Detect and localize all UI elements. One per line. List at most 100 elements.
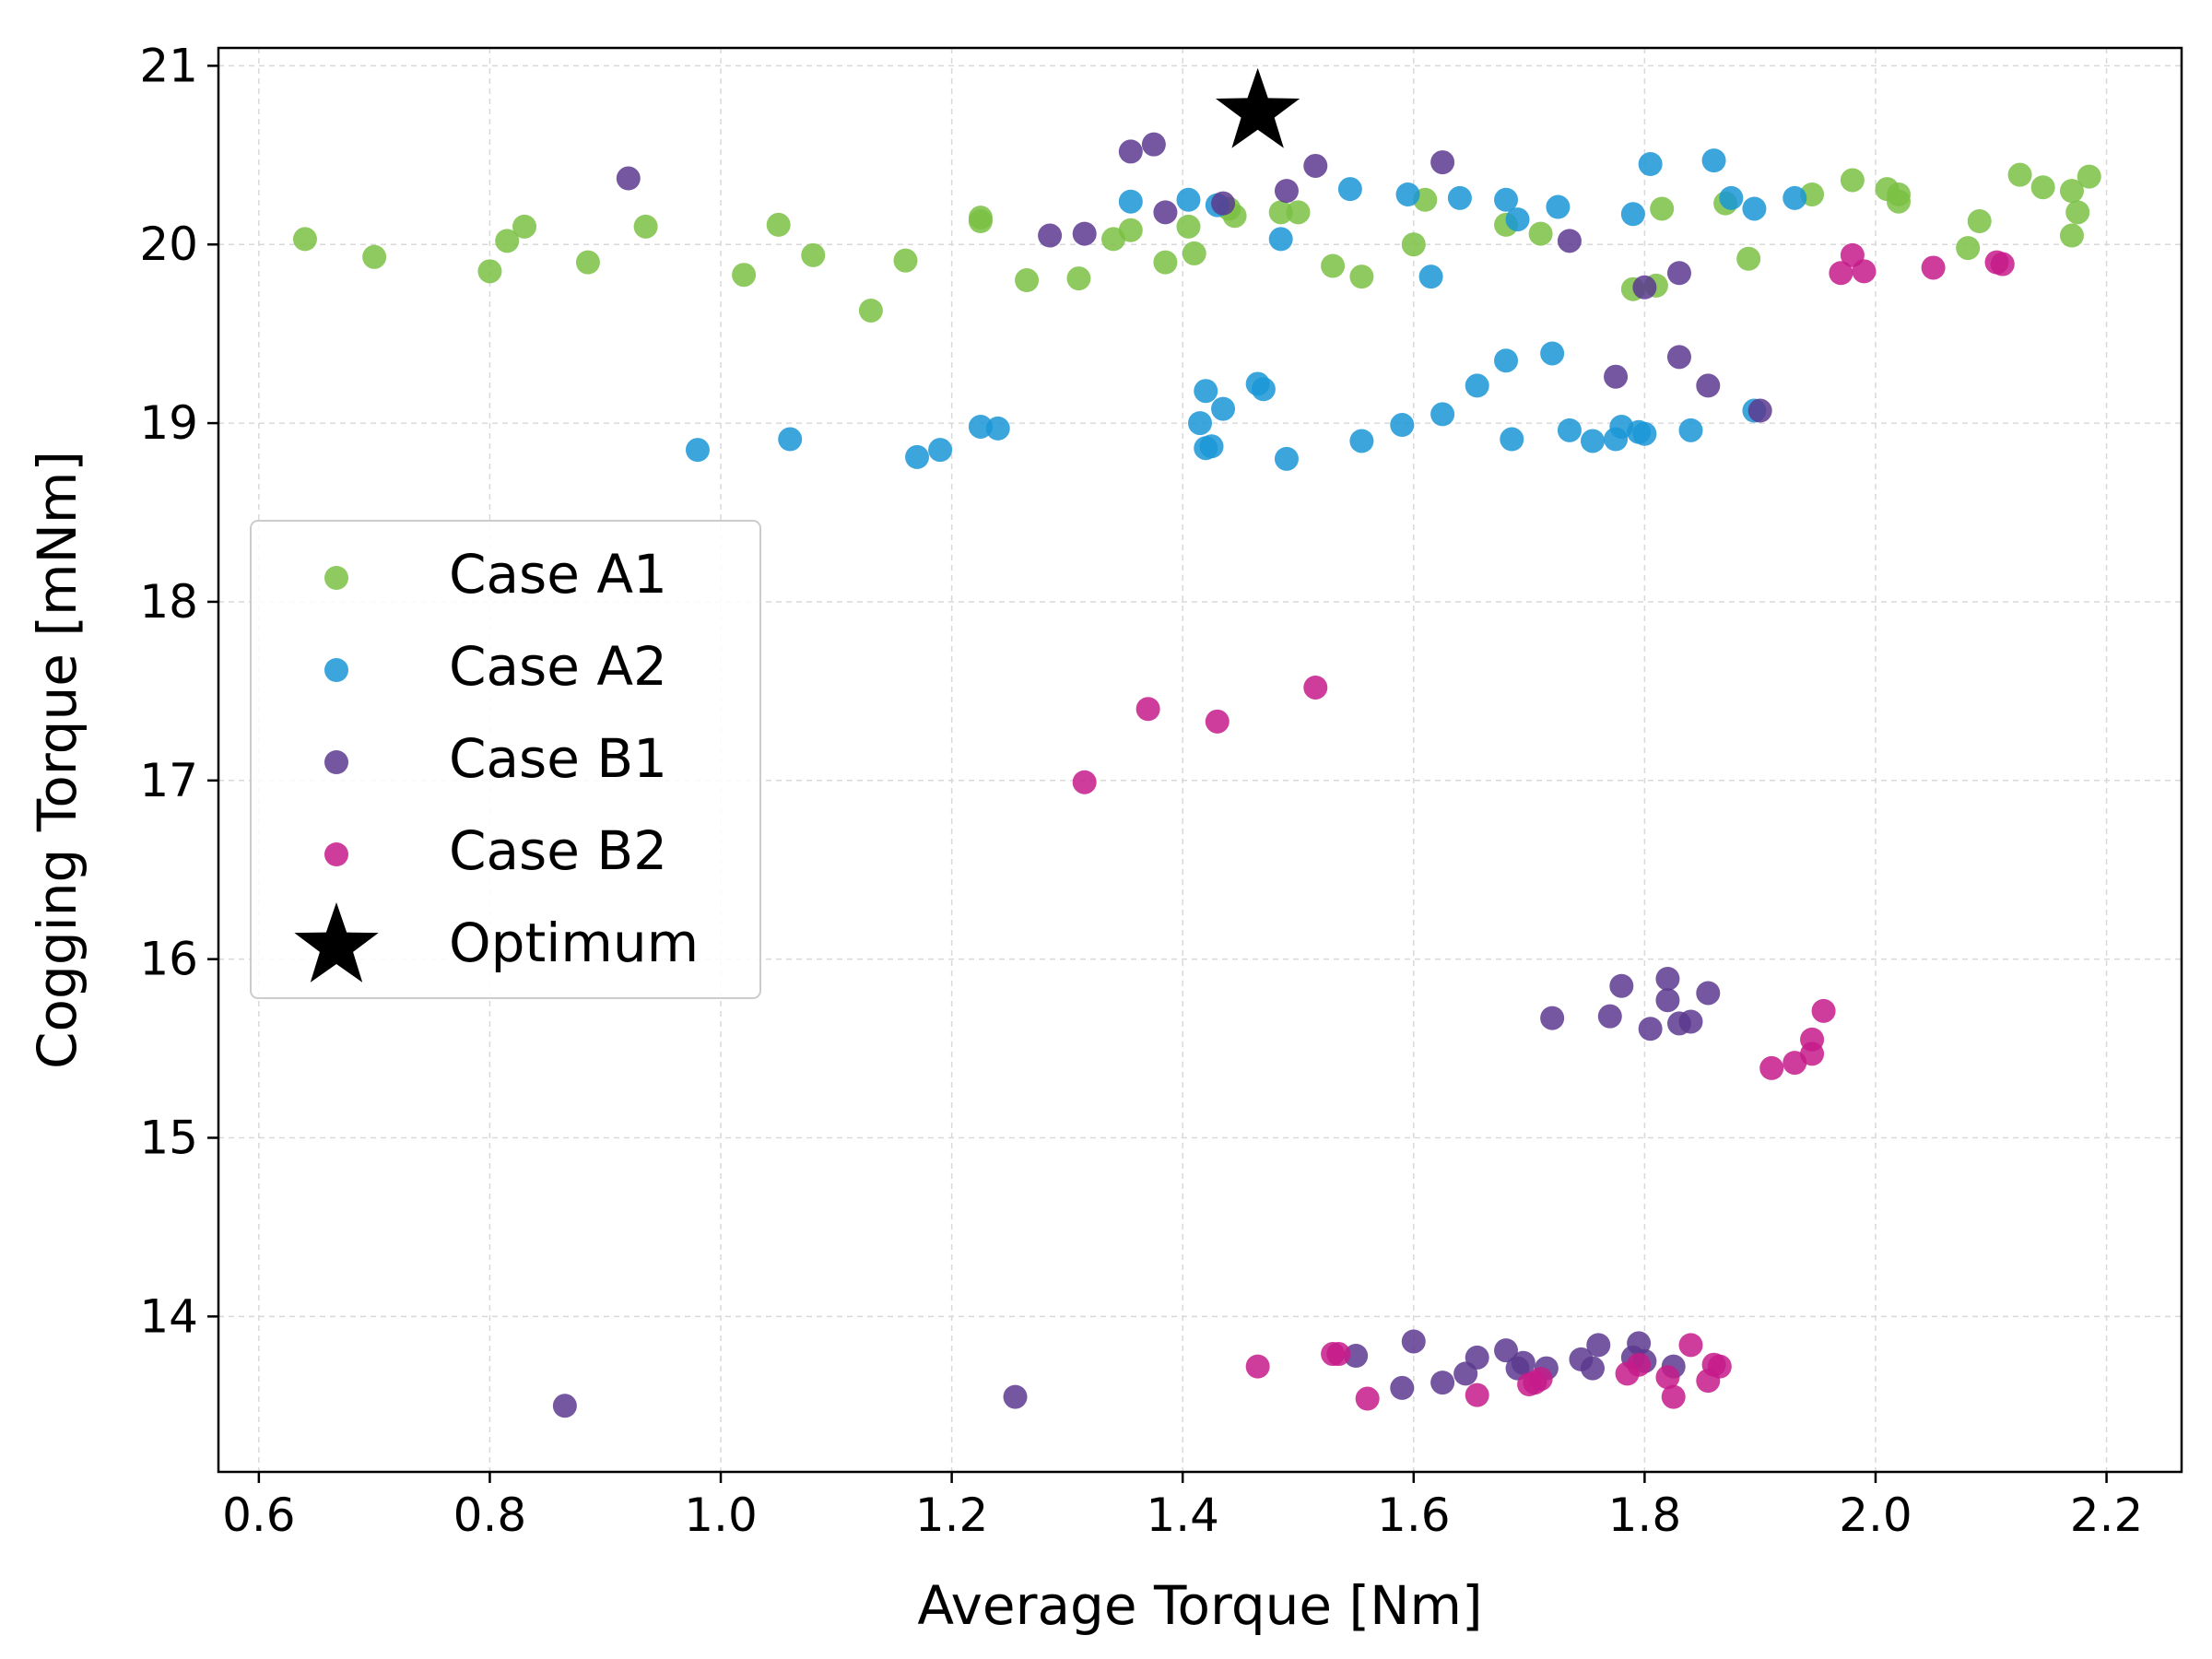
legend-marker-case-b1 <box>324 750 348 774</box>
point-case-a2 <box>1783 185 1807 210</box>
point-case-a1 <box>1268 200 1293 225</box>
point-case-a2 <box>1546 194 1571 219</box>
y-tick-label: 20 <box>139 218 198 271</box>
legend-marker-case-a2 <box>324 658 348 682</box>
point-case-b1 <box>1557 229 1582 253</box>
point-case-b1 <box>1465 1345 1489 1370</box>
x-tick-label: 2.2 <box>2070 1488 2144 1542</box>
point-case-a1 <box>2030 175 2055 200</box>
point-case-a1 <box>1153 250 1178 275</box>
point-case-b2 <box>1811 998 1836 1023</box>
point-case-b1 <box>1430 1371 1455 1395</box>
point-case-a1 <box>1401 232 1426 257</box>
x-tick-label: 1.8 <box>1608 1488 1682 1542</box>
point-case-a1 <box>1182 241 1206 265</box>
point-case-a1 <box>1015 268 1040 293</box>
point-case-b1 <box>1638 1017 1663 1041</box>
point-case-a2 <box>1349 429 1374 453</box>
point-case-a1 <box>1840 168 1865 193</box>
point-case-a2 <box>778 427 803 452</box>
point-case-b2 <box>1678 1333 1703 1358</box>
point-case-b1 <box>1118 139 1143 164</box>
point-case-b2 <box>1627 1352 1652 1377</box>
point-case-a1 <box>1321 253 1346 278</box>
y-tick-label: 18 <box>139 575 198 629</box>
point-case-a2 <box>1199 434 1224 459</box>
point-case-b1 <box>616 166 641 191</box>
point-case-b1 <box>1678 1009 1703 1034</box>
y-tick-label: 15 <box>139 1111 198 1164</box>
point-case-b1 <box>1211 191 1236 216</box>
legend-label-case-b1: Case B1 <box>449 727 667 790</box>
point-case-a2 <box>1632 421 1657 446</box>
point-case-a2 <box>1494 348 1519 373</box>
point-case-b2 <box>1072 770 1097 794</box>
point-case-a2 <box>1188 411 1212 436</box>
point-case-a1 <box>801 242 826 267</box>
point-case-b1 <box>1666 261 1691 286</box>
point-case-a1 <box>732 263 757 288</box>
legend: Case A1 Case A2 Case B1 Case B2 Optimum <box>250 520 761 999</box>
point-case-b1 <box>1655 988 1680 1013</box>
point-case-b1 <box>1390 1375 1415 1400</box>
point-case-a2 <box>1638 152 1663 177</box>
point-case-a2 <box>1465 373 1489 398</box>
point-case-a2 <box>1274 446 1299 471</box>
point-case-b1 <box>1274 179 1299 204</box>
point-case-a2 <box>1118 189 1143 214</box>
legend-box <box>250 520 761 999</box>
point-case-a1 <box>1528 221 1553 246</box>
x-tick-label: 1.2 <box>915 1488 989 1542</box>
point-case-a1 <box>2059 223 2084 248</box>
y-tick-label: 16 <box>139 933 198 986</box>
legend-label-case-a2: Case A2 <box>449 635 667 698</box>
point-case-b1 <box>1581 1356 1605 1381</box>
point-case-a1 <box>1349 265 1374 289</box>
point-case-b2 <box>1528 1367 1553 1392</box>
point-case-a2 <box>1500 427 1524 452</box>
point-case-b1 <box>1655 966 1680 991</box>
point-case-b2 <box>1707 1354 1732 1379</box>
y-tick-label: 21 <box>139 39 198 92</box>
point-case-b1 <box>1401 1329 1426 1354</box>
point-case-a1 <box>1736 246 1761 271</box>
data-points <box>292 67 2101 1418</box>
point-case-b2 <box>1661 1384 1686 1409</box>
point-case-a1 <box>2065 200 2090 225</box>
point-case-b1 <box>1597 1004 1622 1029</box>
point-case-a1 <box>575 250 600 275</box>
point-case-a2 <box>985 416 1010 441</box>
point-case-a2 <box>1678 418 1703 442</box>
point-case-b2 <box>1921 255 1946 280</box>
legend-marker-optimum <box>294 902 379 982</box>
point-case-b2 <box>1655 1365 1680 1390</box>
point-case-a1 <box>1650 196 1675 221</box>
point-case-a1 <box>362 244 387 269</box>
point-case-b2 <box>1759 1055 1784 1080</box>
point-case-a2 <box>968 414 993 439</box>
point-case-b1 <box>1344 1343 1369 1368</box>
point-case-b1 <box>1540 1006 1565 1030</box>
y-tick-label: 19 <box>139 396 198 450</box>
point-case-a1 <box>858 298 883 323</box>
point-case-b2 <box>1990 252 2015 276</box>
y-axis-title: Cogging Torque [mNm] <box>26 451 88 1069</box>
point-case-b1 <box>1666 345 1691 370</box>
point-case-b2 <box>1245 1354 1270 1379</box>
point-case-b1 <box>552 1394 577 1418</box>
point-case-a1 <box>766 212 791 237</box>
point-case-b1 <box>1003 1384 1028 1409</box>
point-optimum <box>1216 67 1300 148</box>
point-case-a2 <box>1620 202 1645 227</box>
point-case-a2 <box>1194 379 1218 404</box>
point-case-b1 <box>1609 973 1634 998</box>
point-case-b2 <box>1326 1342 1351 1367</box>
point-case-a2 <box>1742 196 1767 221</box>
point-case-b2 <box>1829 261 1853 286</box>
x-tick-label: 0.6 <box>222 1488 296 1542</box>
legend-label-case-b2: Case B2 <box>449 819 667 882</box>
point-case-a1 <box>1286 200 1311 225</box>
point-case-b1 <box>1696 373 1721 398</box>
point-case-a2 <box>1581 429 1605 453</box>
point-case-b2 <box>1303 675 1328 700</box>
